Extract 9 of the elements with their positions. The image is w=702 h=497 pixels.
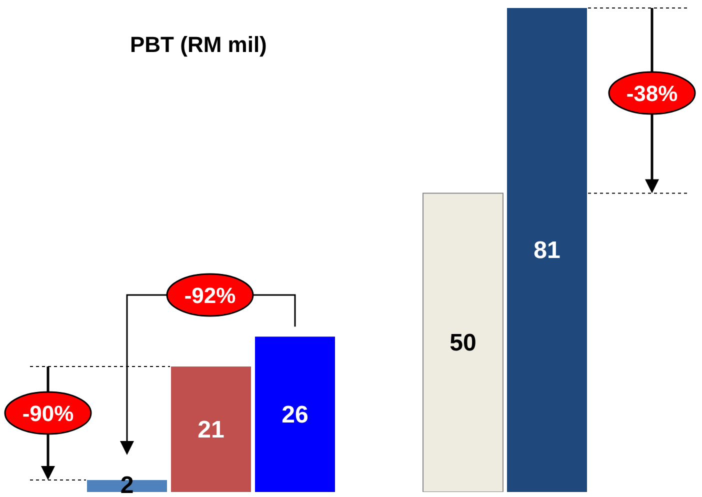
text: -38% (626, 81, 678, 106)
data-label: 50 (450, 330, 476, 357)
annotation: -92% (184, 283, 236, 308)
data-label: 21 (198, 416, 224, 444)
data-label: 81 (534, 237, 560, 264)
text: PBT (RM mil) (130, 32, 267, 58)
data-label: 26 (282, 401, 308, 428)
annotation: -90% (22, 401, 74, 426)
data-label: 2 (120, 472, 134, 497)
